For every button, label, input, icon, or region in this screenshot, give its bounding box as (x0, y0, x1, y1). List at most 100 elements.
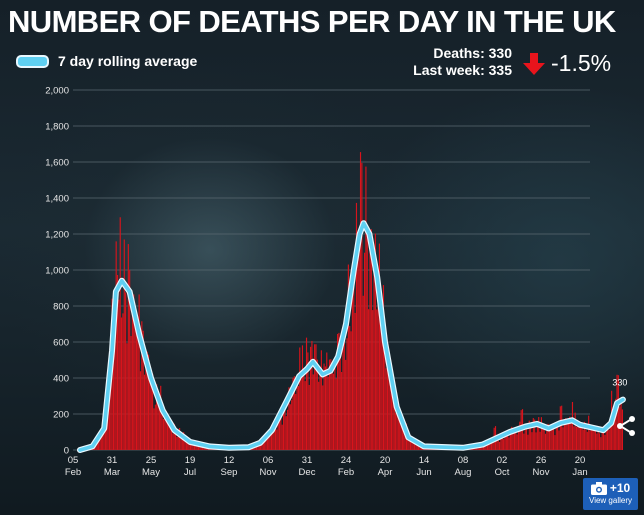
daily-death-bar (264, 439, 266, 450)
daily-death-bar (515, 430, 517, 450)
daily-death-bar (381, 332, 383, 450)
daily-death-bar (365, 166, 367, 450)
daily-death-bar (149, 379, 151, 450)
x-tick-day: 06 (263, 455, 274, 466)
daily-death-bar (285, 416, 287, 450)
daily-death-bar (345, 359, 347, 450)
daily-death-bar (539, 431, 541, 450)
daily-death-bar (399, 414, 401, 450)
daily-death-bar (519, 421, 521, 450)
daily-death-bar (607, 423, 609, 450)
daily-death-bar (596, 433, 598, 450)
daily-death-bar (129, 270, 131, 450)
daily-death-bar (488, 440, 490, 450)
daily-death-bar (415, 441, 417, 450)
daily-death-bar (276, 429, 278, 450)
daily-death-bar (338, 332, 340, 450)
daily-death-bar (192, 442, 194, 450)
daily-death-bar (177, 430, 179, 450)
y-tick-label: 0 (64, 446, 69, 457)
daily-death-bar (372, 310, 374, 450)
daily-death-bar (312, 374, 314, 450)
daily-death-bar (617, 375, 619, 450)
daily-death-bar (555, 427, 557, 450)
daily-death-bar (318, 381, 320, 450)
daily-death-bar (593, 426, 595, 450)
daily-death-bar (118, 299, 120, 450)
daily-death-bar (189, 443, 191, 450)
daily-death-bar (187, 438, 189, 450)
daily-death-bar (339, 353, 341, 450)
daily-death-bar (291, 400, 293, 450)
daily-death-bar (153, 408, 155, 450)
daily-death-bar (382, 285, 385, 450)
daily-death-bar (98, 435, 100, 450)
daily-death-bar (509, 432, 511, 450)
daily-death-bar (489, 442, 491, 450)
x-tick-day: 20 (575, 455, 586, 466)
daily-death-bar (512, 428, 514, 450)
daily-death-bar (530, 425, 532, 450)
daily-death-bar (550, 425, 552, 450)
daily-death-bar (566, 420, 568, 450)
daily-death-bar (316, 359, 318, 450)
daily-death-bar (538, 417, 540, 450)
daily-death-bar (145, 362, 147, 450)
share-icon[interactable] (614, 414, 638, 438)
daily-death-bar (581, 424, 583, 450)
daily-death-bar (125, 292, 127, 450)
daily-death-bar (580, 423, 582, 450)
daily-death-bar (388, 349, 390, 450)
daily-death-bar (569, 416, 571, 450)
y-tick-label: 1,800 (45, 122, 69, 133)
view-gallery-button[interactable]: +10 View gallery (583, 478, 638, 510)
y-tick-label: 400 (53, 374, 69, 385)
y-tick-label: 600 (53, 338, 69, 349)
gallery-count: +10 (609, 481, 631, 495)
daily-death-bar (395, 412, 397, 450)
daily-death-bar (284, 410, 286, 450)
daily-death-bar (412, 443, 414, 450)
daily-death-bar (108, 399, 110, 450)
daily-death-bar (102, 431, 104, 450)
daily-death-bar (107, 400, 109, 450)
x-tick-day: 08 (458, 455, 469, 466)
daily-death-bar (193, 443, 196, 450)
daily-death-bar (355, 202, 358, 450)
daily-death-bar (315, 344, 317, 450)
daily-death-bar (185, 439, 187, 450)
x-tick-day: 24 (341, 455, 352, 466)
daily-death-bar (577, 425, 579, 450)
daily-death-bar (499, 441, 501, 450)
daily-death-bar (269, 427, 271, 450)
daily-death-bar (374, 233, 376, 450)
daily-death-bar (322, 385, 324, 450)
daily-death-bar (413, 442, 416, 450)
daily-death-bar (334, 362, 336, 450)
daily-death-bar (320, 350, 322, 450)
daily-death-bar (508, 437, 510, 450)
daily-death-bar (602, 427, 605, 450)
daily-death-bar (598, 433, 601, 450)
daily-death-bar (331, 372, 333, 450)
daily-death-bar (358, 235, 360, 450)
daily-death-bar (262, 441, 264, 450)
daily-death-bar (578, 421, 580, 450)
daily-death-bar (385, 368, 387, 450)
daily-death-bar (181, 434, 183, 450)
daily-death-bar (604, 434, 606, 450)
daily-death-bar (517, 429, 520, 450)
daily-death-bar (293, 376, 295, 450)
daily-death-bar (600, 437, 602, 450)
deaths-stat: Deaths: 330 (433, 45, 512, 61)
daily-death-bar (164, 411, 166, 450)
daily-death-bar (126, 343, 128, 450)
daily-death-bar (99, 437, 101, 450)
daily-death-bar (621, 409, 623, 450)
daily-death-bar (504, 436, 506, 450)
daily-death-bar (590, 428, 592, 450)
daily-death-bar (179, 428, 181, 450)
daily-death-bar (268, 436, 270, 450)
daily-death-bar (362, 295, 364, 450)
daily-death-bar (188, 441, 190, 450)
